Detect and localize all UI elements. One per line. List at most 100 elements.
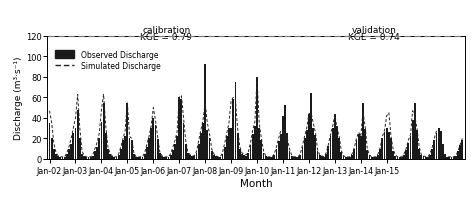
Bar <box>68 149 70 159</box>
Bar <box>73 134 74 159</box>
Bar <box>431 149 433 159</box>
Bar <box>167 157 169 159</box>
Bar <box>418 149 420 159</box>
Bar <box>85 157 87 159</box>
Bar <box>438 129 439 159</box>
Bar <box>237 134 238 159</box>
Bar <box>200 134 202 159</box>
Bar <box>88 157 90 159</box>
Bar <box>258 129 260 159</box>
Bar <box>124 137 126 159</box>
Y-axis label: Discharge (m³·s⁻¹): Discharge (m³·s⁻¹) <box>14 56 23 140</box>
Bar <box>440 132 442 159</box>
Bar <box>314 136 316 159</box>
Bar <box>57 156 59 159</box>
Bar <box>98 139 100 159</box>
Bar <box>161 156 163 159</box>
Bar <box>53 149 55 159</box>
Bar <box>165 157 167 159</box>
Bar <box>271 157 273 159</box>
Bar <box>284 105 286 159</box>
Bar <box>92 156 94 159</box>
Bar <box>371 157 373 159</box>
Bar <box>182 123 184 159</box>
Bar <box>250 145 252 159</box>
Bar <box>275 149 277 159</box>
Bar <box>206 131 208 159</box>
Bar <box>100 122 102 159</box>
Bar <box>360 137 362 159</box>
Bar <box>265 156 266 159</box>
Bar <box>94 151 96 159</box>
Bar <box>133 154 135 159</box>
Bar <box>221 154 223 159</box>
Bar <box>105 134 107 159</box>
Bar <box>304 139 306 159</box>
Bar <box>386 129 388 159</box>
Bar <box>62 157 64 159</box>
Bar <box>394 156 396 159</box>
Bar <box>254 126 256 159</box>
Bar <box>405 150 407 159</box>
Bar <box>109 154 111 159</box>
Bar <box>403 155 405 159</box>
Bar <box>382 139 383 159</box>
Text: KGE = 0.74: KGE = 0.74 <box>348 33 400 42</box>
Bar <box>128 139 130 159</box>
Bar <box>455 156 457 159</box>
Bar <box>334 114 336 159</box>
Bar <box>286 134 288 159</box>
Bar <box>410 137 411 159</box>
Bar <box>377 155 379 159</box>
Bar <box>116 157 118 159</box>
Bar <box>81 154 83 159</box>
Bar <box>383 133 385 159</box>
Text: validation: validation <box>351 26 396 35</box>
Bar <box>66 154 68 159</box>
Bar <box>328 146 329 159</box>
Bar <box>278 142 280 159</box>
Bar <box>64 157 65 159</box>
Bar <box>77 110 79 159</box>
Bar <box>453 157 455 159</box>
Bar <box>379 149 381 159</box>
Bar <box>217 157 219 159</box>
Bar <box>96 147 98 159</box>
Text: KGE = 0.79: KGE = 0.79 <box>140 33 192 42</box>
Bar <box>144 154 146 159</box>
Bar <box>295 157 297 159</box>
Bar <box>213 155 215 159</box>
Bar <box>159 153 161 159</box>
Bar <box>204 64 206 159</box>
Bar <box>146 147 148 159</box>
Bar <box>297 157 299 159</box>
Bar <box>74 129 76 159</box>
Bar <box>390 139 392 159</box>
Bar <box>397 157 399 159</box>
Bar <box>354 149 355 159</box>
Bar <box>401 157 403 159</box>
Bar <box>243 155 245 159</box>
Bar <box>336 126 338 159</box>
Bar <box>420 155 422 159</box>
Bar <box>366 150 368 159</box>
Bar <box>70 144 72 159</box>
Bar <box>358 135 360 159</box>
Bar <box>185 144 187 159</box>
Bar <box>323 157 325 159</box>
Text: calibration: calibration <box>142 26 191 35</box>
Bar <box>433 141 435 159</box>
Bar <box>338 139 340 159</box>
Bar <box>364 130 366 159</box>
Bar <box>176 137 178 159</box>
Bar <box>317 151 319 159</box>
Bar <box>137 157 139 159</box>
Bar <box>256 78 258 159</box>
Bar <box>300 155 301 159</box>
Bar <box>235 83 237 159</box>
Bar <box>196 153 198 159</box>
Bar <box>291 156 292 159</box>
Bar <box>135 157 137 159</box>
Bar <box>442 144 444 159</box>
Bar <box>226 137 228 159</box>
